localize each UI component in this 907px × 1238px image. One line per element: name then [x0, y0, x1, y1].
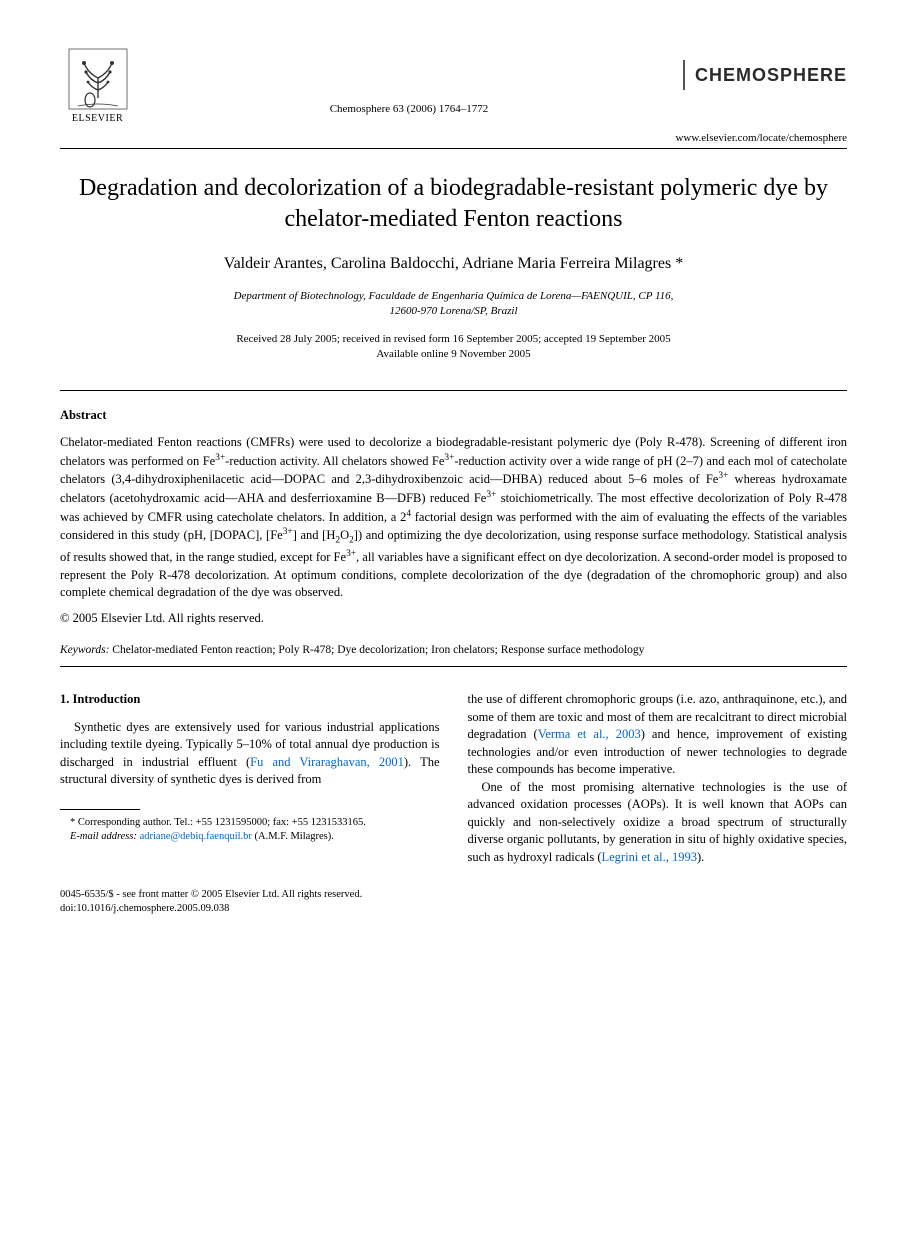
journal-brand: CHEMOSPHERE [683, 60, 847, 90]
citation-link[interactable]: Verma et al., 2003 [538, 727, 641, 741]
footer: 0045-6535/$ - see front matter © 2005 El… [60, 888, 847, 916]
section-heading: 1. Introduction [60, 691, 440, 709]
footnote-rule [60, 809, 140, 810]
citation-link[interactable]: Legrini et al., 1993 [602, 850, 697, 864]
dates-line1: Received 28 July 2005; received in revis… [236, 333, 670, 345]
intro-para-1-cont: the use of different chromophoric groups… [468, 691, 848, 779]
abstract-body: Chelator-mediated Fenton reactions (CMFR… [60, 434, 847, 602]
article-dates: Received 28 July 2005; received in revis… [60, 332, 847, 363]
email-footnote: E-mail address: adriane@debiq.faenquil.b… [60, 830, 440, 844]
keywords: Keywords: Chelator-mediated Fenton react… [60, 643, 847, 659]
footer-line2: doi:10.1016/j.chemosphere.2005.09.038 [60, 902, 847, 916]
journal-citation: Chemosphere 63 (2006) 1764–1772 [135, 40, 683, 117]
keywords-label: Keywords: [60, 644, 109, 656]
email-link[interactable]: adriane@debiq.faenquil.br [140, 831, 252, 842]
abstract-heading: Abstract [60, 407, 847, 424]
abstract-rule-bottom [60, 666, 847, 667]
body-columns: 1. Introduction Synthetic dyes are exten… [60, 691, 847, 866]
elsevier-tree-icon [68, 48, 128, 110]
abstract-rule-top [60, 390, 847, 391]
journal-url[interactable]: www.elsevier.com/locate/chemosphere [60, 131, 847, 146]
header-row: ELSEVIER Chemosphere 63 (2006) 1764–1772… [60, 40, 847, 125]
intro-para-1: Synthetic dyes are extensively used for … [60, 719, 440, 789]
p2-b: ). [697, 850, 704, 864]
email-label: E-mail address: [70, 831, 137, 842]
affiliation-line2: 12600-970 Lorena/SP, Brazil [389, 305, 517, 317]
email-post: (A.M.F. Milagres). [252, 831, 334, 842]
intro-para-2: One of the most promising alternative te… [468, 779, 848, 867]
elsevier-logo: ELSEVIER [60, 40, 135, 125]
header-rule [60, 148, 847, 149]
abstract-copyright: © 2005 Elsevier Ltd. All rights reserved… [60, 610, 847, 627]
citation-link[interactable]: Fu and Viraraghavan, 2001 [250, 755, 404, 769]
publisher-name: ELSEVIER [72, 112, 123, 126]
keywords-text: Chelator-mediated Fenton reaction; Poly … [109, 644, 644, 656]
affiliation-line1: Department of Biotechnology, Faculdade d… [234, 290, 674, 302]
journal-brand-block: CHEMOSPHERE [683, 40, 847, 90]
authors: Valdeir Arantes, Carolina Baldocchi, Adr… [60, 253, 847, 275]
corresponding-author: * Corresponding author. Tel.: +55 123159… [60, 816, 440, 830]
dates-line2: Available online 9 November 2005 [376, 348, 530, 360]
article-title: Degradation and decolorization of a biod… [70, 173, 837, 235]
affiliation: Department of Biotechnology, Faculdade d… [60, 289, 847, 320]
footer-line1: 0045-6535/$ - see front matter © 2005 El… [60, 888, 847, 902]
